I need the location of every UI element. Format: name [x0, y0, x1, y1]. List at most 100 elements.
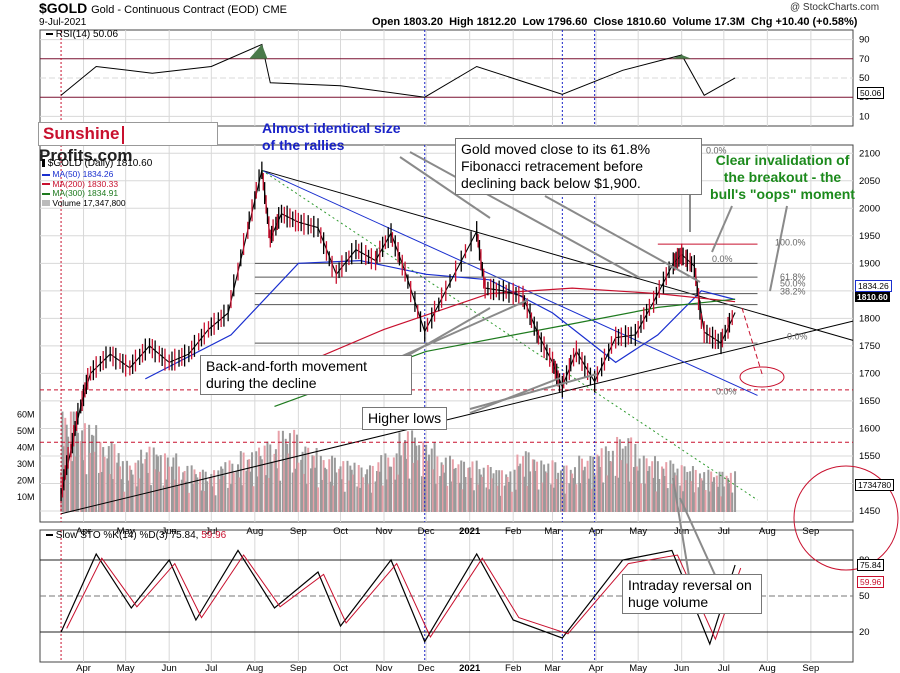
- fib-label: 61.8%: [780, 272, 806, 282]
- chart-title: $GOLD Gold - Continuous Contract (EOD) C…: [39, 0, 287, 16]
- volume-bar: [550, 484, 553, 512]
- fib-label: 0.0%: [716, 386, 737, 396]
- volume-bar: [708, 491, 711, 512]
- volume-bar: [359, 487, 362, 512]
- ma50-line: [145, 259, 736, 380]
- volume-bar: [116, 462, 119, 512]
- rsi-label-text: RSI(14) 50.06: [55, 29, 119, 40]
- rsi-tick-label: 90: [859, 35, 870, 46]
- volume-bar: [422, 441, 425, 512]
- volume-label: Volume: [672, 16, 712, 28]
- resistance-trendline: [261, 169, 854, 341]
- volume-bar: [395, 453, 398, 512]
- volume-bar: [460, 460, 463, 512]
- volume-bar: [270, 461, 273, 512]
- volume-bar: [220, 466, 223, 512]
- price-line: [60, 161, 736, 502]
- x-tick-label: Sep: [802, 526, 819, 537]
- volume-bar: [286, 444, 289, 512]
- x-tick-label: Mar: [544, 663, 560, 673]
- volume-bar: [547, 463, 550, 512]
- volume-bar: [381, 485, 384, 512]
- volume-bar: [131, 474, 134, 512]
- volume-bar: [75, 412, 78, 512]
- volume-bar: [661, 466, 664, 512]
- volume-bar: [609, 461, 612, 512]
- volume-bar: [534, 470, 537, 512]
- volume-bar: [71, 461, 74, 512]
- x-tick-label: Aug: [246, 526, 263, 537]
- volume-bar: [573, 467, 576, 512]
- volume-bar: [579, 483, 582, 512]
- volume-tick-label: 20M: [17, 476, 35, 486]
- volume-bar: [639, 483, 642, 512]
- volume-bar: [559, 470, 562, 512]
- volume-bar: [384, 453, 387, 512]
- volume-bar: [481, 476, 484, 512]
- target-circle: [793, 465, 899, 571]
- callout-arrow: [469, 377, 561, 414]
- volume-bar: [415, 445, 418, 512]
- volume-bar: [537, 489, 540, 512]
- x-tick-label: Apr: [589, 663, 604, 673]
- volume-bar: [106, 458, 109, 512]
- x-tick-label: Jul: [205, 526, 217, 537]
- volume-bar: [683, 466, 686, 512]
- close-value: 1810.60: [626, 16, 667, 28]
- volume-bar: [183, 470, 186, 512]
- volume-bar: [624, 446, 627, 512]
- volume-bar: [404, 440, 407, 512]
- volume-bar: [491, 478, 494, 512]
- rsi-tick-label: 10: [859, 111, 870, 122]
- volume-bar: [425, 444, 428, 512]
- volume-bar: [658, 478, 661, 512]
- stochastic-lines: [60, 549, 742, 646]
- volume-bar: [173, 479, 176, 512]
- volume-bar: [190, 465, 193, 512]
- volume-bar: [444, 457, 447, 512]
- volume-bar: [211, 486, 214, 512]
- volume-bar: [722, 486, 725, 512]
- volume-bar: [628, 481, 631, 512]
- volume-bar: [498, 470, 501, 512]
- volume-bar: [273, 453, 276, 512]
- volume-bar: [670, 483, 673, 512]
- volume-bar: [232, 472, 235, 512]
- x-tick-label: Oct: [333, 663, 348, 673]
- volume-bar: [331, 455, 334, 512]
- volume-bar: [312, 455, 315, 512]
- volume-bar: [204, 471, 207, 512]
- volume-bar: [434, 484, 437, 512]
- rsi-overbought-fill: [249, 44, 268, 59]
- volume-bar: [361, 477, 364, 512]
- callout-back-and-forth: Back-and-forth movement during the decli…: [200, 355, 412, 395]
- volume-bar: [356, 486, 359, 512]
- annotation-arrows: [399, 151, 899, 587]
- volume-bar: [569, 469, 572, 512]
- volume-tick-label: 60M: [17, 410, 35, 420]
- volume-bar: [186, 465, 189, 512]
- x-tick-label: Sep: [290, 663, 307, 673]
- volume-bar: [317, 487, 320, 512]
- volume-bar: [527, 452, 530, 512]
- volume-bar: [319, 455, 322, 512]
- volume-bar: [88, 424, 91, 512]
- volume-bar: [342, 461, 345, 512]
- volume-bar: [81, 430, 84, 512]
- volume-bar: [533, 459, 536, 512]
- volume-bar: [704, 489, 707, 512]
- rsi-value-tag: 50.06: [857, 87, 885, 99]
- volume-bar: [311, 455, 314, 512]
- volume-bar: [440, 462, 443, 512]
- price-tick-label: 1950: [859, 231, 880, 242]
- volume-bar: [305, 484, 308, 512]
- callout-arrow: [679, 497, 721, 587]
- volume-bar: [135, 486, 138, 512]
- volume-bar: [450, 481, 453, 512]
- volume-bar: [265, 475, 268, 512]
- volume-bar: [600, 448, 603, 512]
- volume-bar: [72, 411, 75, 512]
- price-legend-title-text: $GOLD (Daily) 1810.60: [47, 158, 153, 169]
- volume-bar: [610, 461, 613, 512]
- chg-value: +10.40 (+0.58%): [775, 16, 858, 28]
